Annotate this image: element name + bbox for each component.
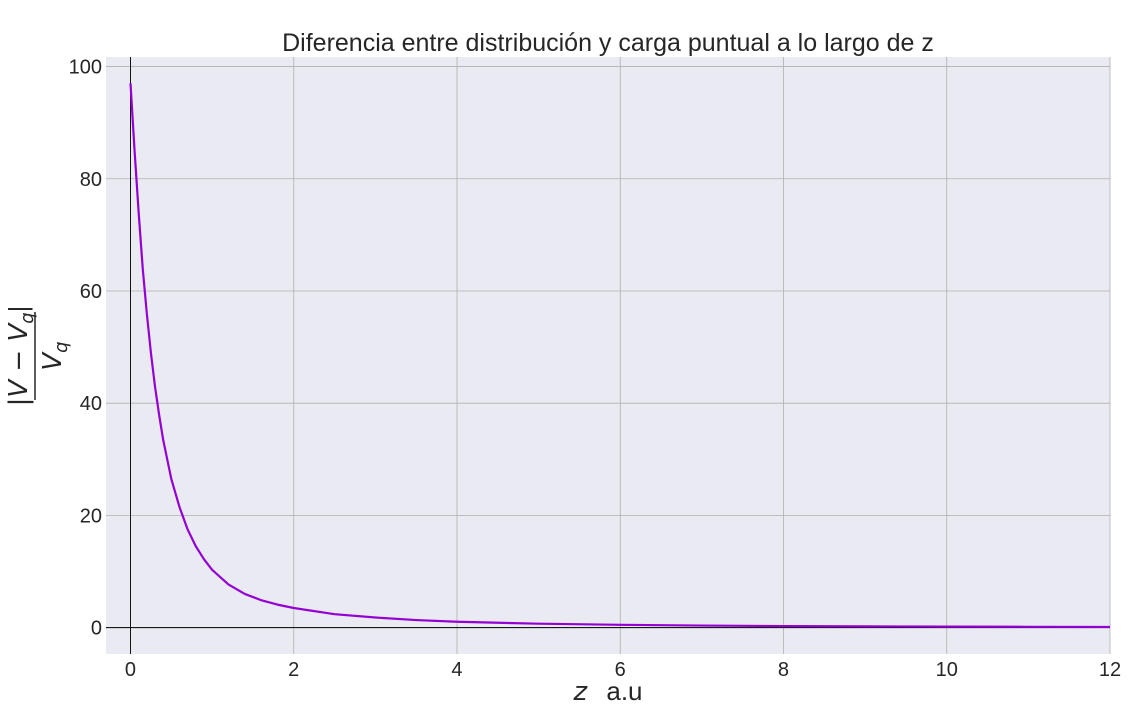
grid: [106, 57, 1111, 654]
y-tick-label: 80: [80, 169, 102, 191]
y-tick-label: 60: [80, 281, 102, 303]
y-axis-numerator: |V − Vq|: [3, 306, 38, 407]
y-axis-denominator: Vq: [38, 341, 72, 370]
series-line: [129, 83, 1111, 629]
y-tick-label: 100: [69, 57, 102, 79]
x-tick-label: 2: [288, 659, 299, 681]
y-tick-labels: 0 20 40 60 80 100: [69, 57, 102, 640]
y-tick-label: 20: [80, 505, 102, 527]
y-tick-label: 0: [91, 618, 102, 640]
x-axis-variable: z: [572, 677, 588, 707]
x-tick-label: 8: [778, 659, 789, 681]
chart-title: Diferencia entre distribución y carga pu…: [282, 29, 934, 57]
x-tick-label: 4: [451, 659, 462, 681]
x-tick-label: 10: [936, 659, 958, 681]
x-axis-label: z a.u: [572, 676, 642, 707]
x-tick-label: 12: [1099, 659, 1121, 681]
y-tick-label: 40: [80, 393, 102, 415]
x-tick-label: 0: [125, 659, 136, 681]
y-axis-label: |V − Vq| Vq: [3, 306, 72, 407]
plot-area: [106, 57, 1110, 654]
x-tick-label: 6: [615, 659, 626, 681]
x-tick-labels: 0 2 4 6 8 10 12: [125, 659, 1121, 681]
series-group: [129, 83, 1111, 629]
x-axis-unit: a.u: [606, 676, 642, 706]
